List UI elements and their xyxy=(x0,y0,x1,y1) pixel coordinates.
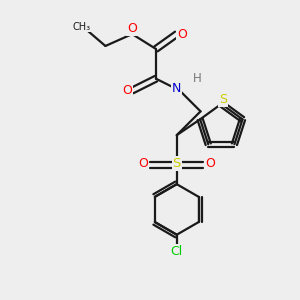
Text: N: N xyxy=(172,82,182,95)
Text: O: O xyxy=(139,157,148,170)
Text: CH₃: CH₃ xyxy=(73,22,91,32)
Text: O: O xyxy=(177,28,187,40)
Text: S: S xyxy=(172,157,181,170)
Text: S: S xyxy=(219,93,227,106)
Text: O: O xyxy=(122,84,132,97)
Text: O: O xyxy=(127,22,137,35)
Text: Cl: Cl xyxy=(171,244,183,258)
Text: O: O xyxy=(205,157,215,170)
Text: H: H xyxy=(193,72,202,85)
